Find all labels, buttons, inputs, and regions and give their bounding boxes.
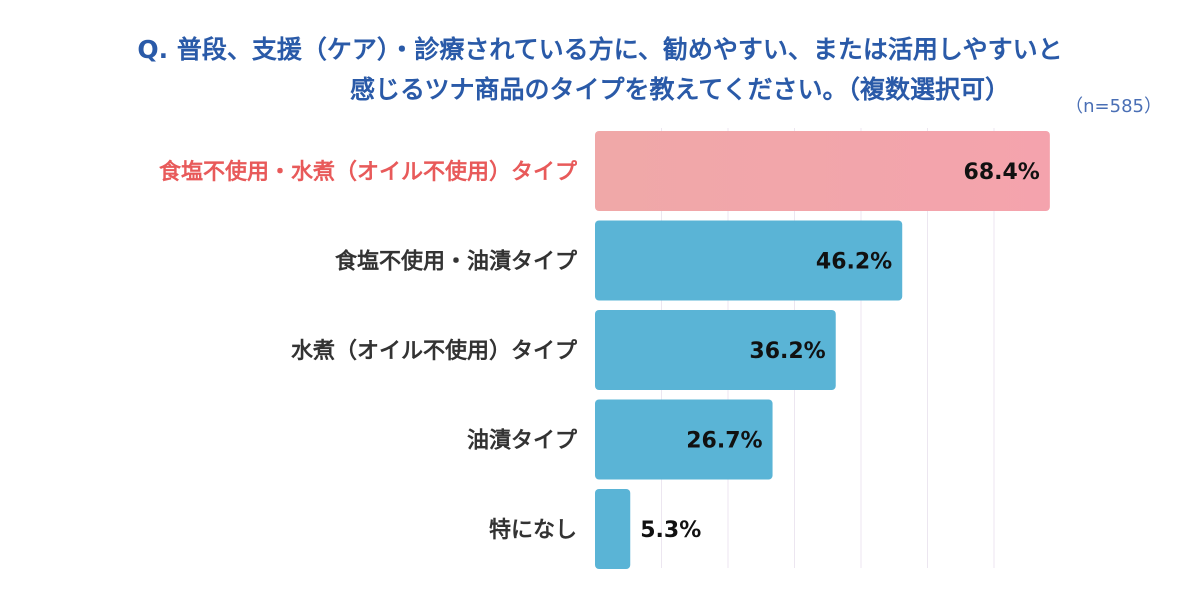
bar-4 — [595, 399, 773, 480]
bar-1 — [595, 131, 1050, 211]
sample-size-note: （n=585） — [1065, 96, 1162, 117]
value-label-2: 46.2% — [816, 250, 892, 275]
question-line-2: 感じるツナ商品のタイプを教えてください。（複数選択可） — [349, 75, 1010, 104]
question-title: Q. 普段、支援（ケア）・診療されている方に、勧めやすい、または活用しやすいと … — [0, 30, 1200, 110]
bars — [595, 131, 1050, 569]
bar-5 — [595, 489, 631, 569]
bar-3 — [595, 310, 836, 390]
category-label-5: 特になし — [489, 517, 577, 543]
category-label-4: 油漬タイプ — [467, 429, 578, 454]
category-label-1: 食塩不使用・水煮（オイル不使用）タイプ — [159, 159, 578, 185]
category-label-2: 食塩不使用・油漬タイプ — [335, 249, 578, 275]
category-label-3: 水煮（オイル不使用）タイプ — [291, 338, 578, 364]
value-label-4: 26.7% — [686, 429, 762, 454]
labels: 食塩不使用・水煮（オイル不使用）タイプ 68.4% 食塩不使用・油漬タイプ 46.2%… — [159, 159, 1040, 543]
value-label-5: 5.3% — [640, 518, 701, 543]
bar-2 — [595, 220, 903, 301]
value-label-1: 68.4% — [964, 160, 1040, 185]
value-label-3: 36.2% — [749, 339, 825, 364]
question-line-1: Q. 普段、支援（ケア）・診療されている方に、勧めやすい、または活用しやすいと — [137, 35, 1063, 64]
